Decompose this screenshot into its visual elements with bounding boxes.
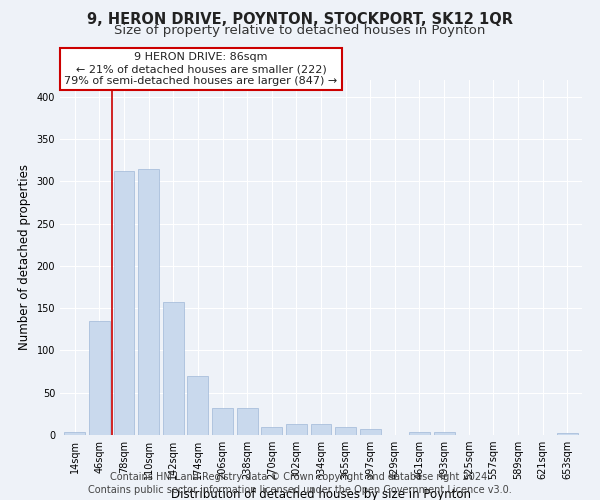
Bar	[138, 168, 159, 435]
Bar	[113, 172, 134, 435]
Bar	[409, 432, 430, 435]
Text: Contains HM Land Registry data © Crown copyright and database right 2024.: Contains HM Land Registry data © Crown c…	[110, 472, 490, 482]
Bar	[236, 408, 257, 435]
Bar	[212, 408, 233, 435]
Y-axis label: Number of detached properties: Number of detached properties	[18, 164, 31, 350]
Bar	[64, 432, 85, 435]
X-axis label: Distribution of detached houses by size in Poynton: Distribution of detached houses by size …	[171, 488, 471, 500]
Bar	[89, 321, 110, 435]
Bar	[434, 432, 455, 435]
Bar	[335, 428, 356, 435]
Bar	[557, 434, 578, 435]
Text: Size of property relative to detached houses in Poynton: Size of property relative to detached ho…	[115, 24, 485, 37]
Text: 9 HERON DRIVE: 86sqm
← 21% of detached houses are smaller (222)
79% of semi-deta: 9 HERON DRIVE: 86sqm ← 21% of detached h…	[64, 52, 338, 86]
Text: 9, HERON DRIVE, POYNTON, STOCKPORT, SK12 1QR: 9, HERON DRIVE, POYNTON, STOCKPORT, SK12…	[87, 12, 513, 28]
Bar	[311, 424, 331, 435]
Bar	[360, 429, 381, 435]
Bar	[163, 302, 184, 435]
Bar	[286, 424, 307, 435]
Text: Contains public sector information licensed under the Open Government Licence v3: Contains public sector information licen…	[88, 485, 512, 495]
Bar	[261, 426, 282, 435]
Bar	[187, 376, 208, 435]
